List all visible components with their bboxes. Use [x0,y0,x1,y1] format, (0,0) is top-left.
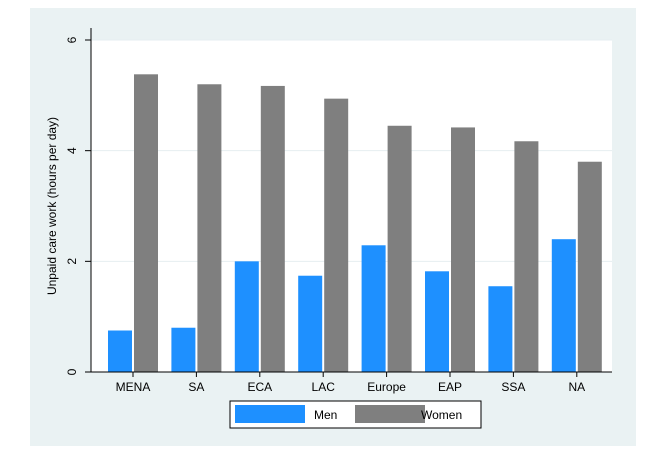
x-axis: MENA SA ECA LAC Europe EAP SSA NA [91,371,612,394]
bar-women-na [577,161,602,372]
bars [108,74,602,373]
bar-men-na [551,239,576,372]
bar-women-eap [451,127,475,372]
bar-men-mena [108,330,132,372]
legend-key-men [235,405,305,423]
bar-men-europe [361,245,386,372]
x-tick-label-eca: ECA [247,380,272,394]
y-axis: 0 2 4 6 [65,28,92,375]
bar-women-ssa [514,141,539,372]
x-tick-label-sa: SA [188,380,204,394]
bar-men-eap [425,271,449,372]
bar-men-sa [171,327,196,372]
bar-men-lac [298,275,323,372]
legend: Men Women [229,400,482,429]
x-tick-label-europe: Europe [367,380,406,394]
x-tick-label-eap: EAP [438,380,462,394]
x-tick-label-lac: LAC [312,380,336,394]
bar-men-eca [234,261,259,372]
x-tick-label-ssa: SSA [501,380,525,394]
y-tick-label-0: 0 [65,368,79,375]
y-axis-title: Unpaid care work (hours per day) [45,117,59,295]
bar-women-mena [134,74,158,372]
x-tick-label-na: NA [568,380,585,394]
bar-women-sa [197,84,222,373]
y-tick-label-6: 6 [65,36,79,43]
legend-label-men: Men [314,408,337,422]
bar-women-eca [260,85,285,372]
y-tick-label-4: 4 [65,147,79,154]
y-tick-label-2: 2 [65,258,79,265]
bar-men-ssa [488,286,513,372]
legend-label-women: Women [421,408,462,422]
bar-women-europe [387,125,412,373]
x-tick-label-mena: MENA [116,380,151,394]
bar-women-lac [324,98,349,373]
legend-key-women [355,405,425,423]
